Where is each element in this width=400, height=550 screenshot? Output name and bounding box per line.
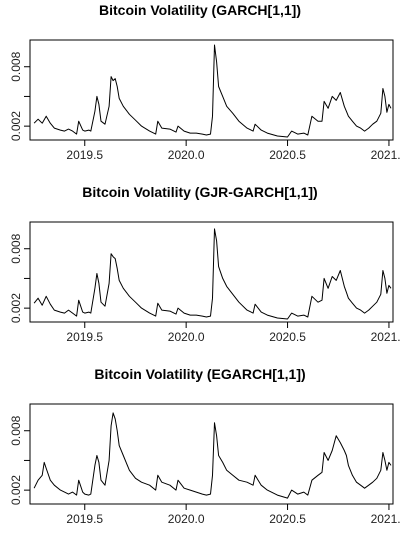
y-tick-label: 0.002 — [9, 475, 23, 505]
chart-panel-gjr-garch: Bitcoin Volatility (GJR-GARCH[1,1]) 2019… — [0, 182, 400, 362]
plot-frame — [29, 403, 394, 505]
y-tick-label: 0.002 — [9, 111, 23, 141]
x-tick-label: 2021.0 — [371, 148, 400, 162]
x-tick-label: 2020.0 — [168, 330, 205, 344]
x-tick-label: 2021.0 — [371, 512, 400, 526]
chart-title: Bitcoin Volatility (GARCH[1,1]) — [99, 2, 301, 18]
chart-title: Bitcoin Volatility (EGARCH[1,1]) — [94, 366, 306, 382]
chart-svg-garch: 2019.5 2020.0 2020.5 2021.0 0.002 0.008 — [9, 39, 400, 162]
chart-title: Bitcoin Volatility (GJR-GARCH[1,1]) — [82, 184, 318, 200]
x-tick-label: 2019.5 — [66, 330, 103, 344]
x-tick-label: 2019.5 — [66, 512, 103, 526]
y-tick-label: 0.008 — [9, 51, 23, 81]
volatility-series-line — [33, 412, 392, 499]
volatility-series-line — [33, 44, 392, 138]
chart-panel-egarch: Bitcoin Volatility (EGARCH[1,1]) 2019.5 2… — [0, 364, 400, 544]
y-tick-label: 0.008 — [9, 415, 23, 445]
x-tick-label: 2020.0 — [168, 148, 205, 162]
x-tick-label: 2020.5 — [269, 330, 306, 344]
plot-frame — [29, 221, 394, 323]
x-tick-label: 2019.5 — [66, 148, 103, 162]
volatility-series-line — [33, 228, 392, 320]
x-tick-label: 2020.0 — [168, 512, 205, 526]
x-tick-label: 2020.5 — [269, 148, 306, 162]
chart-svg-gjr-garch: 2019.5 2020.0 2020.5 2021.0 0.002 0.008 — [9, 221, 400, 344]
x-tick-label: 2020.5 — [269, 512, 306, 526]
chart-svg-egarch: 2019.5 2020.0 2020.5 2021.0 0.002 0.008 — [9, 403, 400, 526]
y-tick-label: 0.002 — [9, 293, 23, 323]
chart-panel-garch: Bitcoin Volatility (GARCH[1,1]) 2019.5 20… — [0, 0, 400, 180]
plot-frame — [29, 39, 394, 141]
y-tick-label: 0.008 — [9, 233, 23, 263]
x-tick-label: 2021.0 — [371, 330, 400, 344]
